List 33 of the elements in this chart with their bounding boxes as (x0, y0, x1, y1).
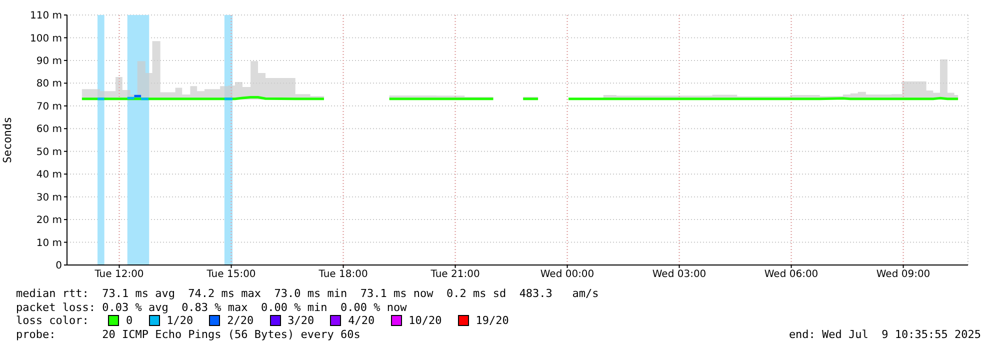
y-tick-label: 20 m (36, 215, 62, 226)
y-tick-label: 40 m (36, 170, 62, 181)
legend-label: 19/20 (474, 314, 509, 328)
text: packet loss: 0.03 % avg 0.83 % max 0.00 % min 0.00 % now (16, 300, 408, 314)
legend-label: 0 (125, 314, 133, 328)
x-tick-label: Tue 15:00 (206, 269, 256, 280)
y-axis-title: Seconds (0, 116, 14, 164)
legend-label: 10/20 (408, 314, 442, 328)
legend-label: 4/20 (347, 314, 375, 328)
y-tick-label: 0 (56, 260, 62, 272)
text: probe: 20 ICMP Echo Pings (56 Bytes) every 60s (16, 328, 360, 341)
y-tick-label: 50 m (36, 146, 62, 158)
text: median rtt: 73.1 ms avg 74.2 ms max 73.0 ms min 73.1 ms now 0.2 ms sd 483.3 am/s (16, 287, 600, 300)
x-tick-label: Wed 09:00 (876, 269, 930, 280)
x-tick-label: Wed 06:00 (764, 269, 818, 280)
x-tick-label: Tue 12:00 (94, 269, 144, 280)
y-tick-label: 80 m (36, 78, 62, 90)
y-tick-label: 110 m (30, 10, 62, 22)
y-tick-label: 70 m (36, 101, 62, 112)
legend-label: 3/20 (286, 314, 314, 328)
x-tick-label: Wed 03:00 (652, 269, 706, 280)
legend-title: loss color: (16, 314, 90, 328)
x-tick-label: Tue 18:00 (318, 269, 368, 280)
legend-label: 1/20 (166, 314, 194, 328)
y-tick-label: 60 m (36, 124, 62, 136)
x-tick-label: Tue 21:00 (430, 269, 480, 280)
y-tick-label: 90 m (36, 56, 62, 68)
y-tick-label: 30 m (36, 192, 62, 204)
legend-label: 2/20 (226, 314, 254, 328)
text: end: Wed Jul 9 10:35:55 2025 (788, 328, 981, 341)
x-tick-label: Wed 00:00 (540, 269, 594, 280)
y-tick-label: 100 m (30, 33, 62, 44)
y-tick-label: 10 m (36, 238, 62, 249)
